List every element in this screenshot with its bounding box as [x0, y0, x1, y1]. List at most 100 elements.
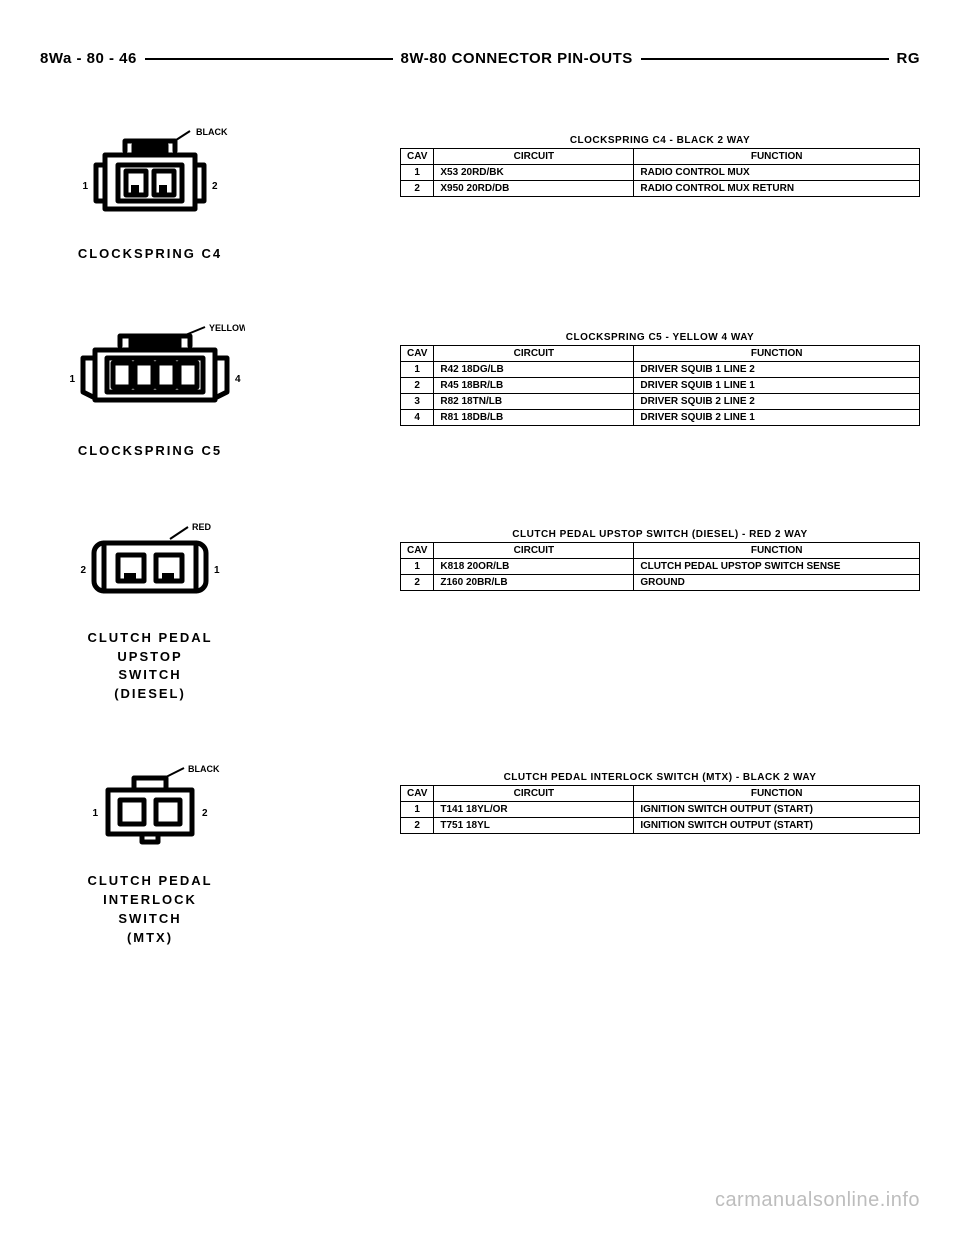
color-label: RED	[192, 522, 212, 532]
table-clutch-interlock: CLUTCH PEDAL INTERLOCK SWITCH (MTX) - BL…	[260, 754, 920, 834]
cell-function: DRIVER SQUIB 1 LINE 1	[634, 377, 920, 393]
table-row: 1 R42 18DG/LB DRIVER SQUIB 1 LINE 2	[401, 361, 920, 377]
pinout-table: CAV CIRCUIT FUNCTION 1 X53 20RD/BK RADIO…	[400, 148, 920, 197]
cell-cav: 2	[401, 181, 434, 197]
cell-circuit: X950 20RD/DB	[434, 181, 634, 197]
label-line: INTERLOCK	[103, 892, 197, 907]
color-label: BLACK	[196, 127, 228, 137]
col-function: FUNCTION	[634, 149, 920, 165]
cell-cav: 1	[401, 802, 434, 818]
cell-cav: 2	[401, 377, 434, 393]
connector-interlock-svg: BLACK 1 2	[70, 764, 230, 864]
cell-cav: 4	[401, 409, 434, 425]
cell-circuit: T751 18YL	[434, 818, 634, 834]
label-line: (MTX)	[127, 930, 173, 945]
cell-circuit: R82 18TN/LB	[434, 393, 634, 409]
label-line: SWITCH	[118, 911, 181, 926]
table-title: CLOCKSPRING C4 - BLACK 2 WAY	[400, 135, 920, 146]
section-clutch-upstop: RED 2 1 CLUTCH PEDAL UPSTOP SWITCH (DIES…	[40, 511, 920, 704]
label-line: (DIESEL)	[114, 686, 186, 701]
label-line: SWITCH	[118, 667, 181, 682]
col-cav: CAV	[401, 542, 434, 558]
pin-right: 4	[235, 374, 241, 385]
header-line-right	[641, 58, 889, 60]
color-label: BLACK	[188, 764, 220, 774]
label-line: CLUTCH PEDAL	[87, 630, 212, 645]
pin-left: 1	[82, 181, 88, 192]
pinout-table: CAV CIRCUIT FUNCTION 1 R42 18DG/LB DRIVE…	[400, 345, 920, 426]
connector-label: CLOCKSPRING C4	[40, 245, 260, 264]
pin-left: 1	[92, 808, 98, 819]
connector-label: CLUTCH PEDAL UPSTOP SWITCH (DIESEL)	[40, 629, 260, 704]
cell-cav: 1	[401, 165, 434, 181]
page-header: 8Wa - 80 - 46 8W-80 CONNECTOR PIN-OUTS R…	[40, 50, 920, 67]
cell-circuit: R42 18DG/LB	[434, 361, 634, 377]
header-center: 8W-80 CONNECTOR PIN-OUTS	[401, 50, 633, 67]
table-title: CLOCKSPRING C5 - YELLOW 4 WAY	[400, 332, 920, 343]
section-clutch-interlock: BLACK 1 2 CLUTCH PEDAL INTERLOCK SWITCH …	[40, 754, 920, 947]
col-circuit: CIRCUIT	[434, 345, 634, 361]
cell-circuit: K818 20OR/LB	[434, 558, 634, 574]
pin-left: 2	[80, 565, 86, 576]
header-line-left	[145, 58, 393, 60]
label-line: UPSTOP	[117, 649, 182, 664]
connector-label: CLOCKSPRING C5	[40, 442, 260, 461]
diagram-clutch-interlock: BLACK 1 2 CLUTCH PEDAL INTERLOCK SWITCH …	[40, 754, 260, 947]
cell-circuit: X53 20RD/BK	[434, 165, 634, 181]
cell-function: DRIVER SQUIB 2 LINE 1	[634, 409, 920, 425]
table-header-row: CAV CIRCUIT FUNCTION	[401, 149, 920, 165]
col-function: FUNCTION	[634, 542, 920, 558]
col-function: FUNCTION	[634, 345, 920, 361]
header-left: 8Wa - 80 - 46	[40, 50, 137, 67]
table-clutch-upstop: CLUTCH PEDAL UPSTOP SWITCH (DIESEL) - RE…	[260, 511, 920, 591]
cell-circuit: R45 18BR/LB	[434, 377, 634, 393]
pinout-table: CAV CIRCUIT FUNCTION 1 K818 20OR/LB CLUT…	[400, 542, 920, 591]
col-cav: CAV	[401, 345, 434, 361]
cell-function: DRIVER SQUIB 2 LINE 2	[634, 393, 920, 409]
section-clockspring-c4: BLACK 1 2 CLOCKSPRING C4 CLOCKSPRING C4 …	[40, 117, 920, 264]
diagram-clockspring-c4: BLACK 1 2 CLOCKSPRING C4	[40, 117, 260, 264]
col-cav: CAV	[401, 149, 434, 165]
table-row: 2 R45 18BR/LB DRIVER SQUIB 1 LINE 1	[401, 377, 920, 393]
connector-c5-svg: YELLOW 1 4	[55, 324, 245, 434]
cell-cav: 2	[401, 818, 434, 834]
table-header-row: CAV CIRCUIT FUNCTION	[401, 542, 920, 558]
table-header-row: CAV CIRCUIT FUNCTION	[401, 345, 920, 361]
cell-function: DRIVER SQUIB 1 LINE 2	[634, 361, 920, 377]
watermark: carmanualsonline.info	[715, 1189, 920, 1212]
table-clockspring-c4: CLOCKSPRING C4 - BLACK 2 WAY CAV CIRCUIT…	[260, 117, 920, 197]
diagram-clutch-upstop: RED 2 1 CLUTCH PEDAL UPSTOP SWITCH (DIES…	[40, 511, 260, 704]
col-circuit: CIRCUIT	[434, 542, 634, 558]
cell-function: GROUND	[634, 574, 920, 590]
table-row: 2 T751 18YL IGNITION SWITCH OUTPUT (STAR…	[401, 818, 920, 834]
cell-circuit: R81 18DB/LB	[434, 409, 634, 425]
cell-function: RADIO CONTROL MUX RETURN	[634, 181, 920, 197]
table-row: 1 T141 18YL/OR IGNITION SWITCH OUTPUT (S…	[401, 802, 920, 818]
pin-left: 1	[69, 374, 75, 385]
pin-right: 2	[212, 181, 218, 192]
diagram-clockspring-c5: YELLOW 1 4 CLOCKSPRING C5	[40, 314, 260, 461]
table-row: 3 R82 18TN/LB DRIVER SQUIB 2 LINE 2	[401, 393, 920, 409]
col-circuit: CIRCUIT	[434, 149, 634, 165]
table-header-row: CAV CIRCUIT FUNCTION	[401, 786, 920, 802]
connector-upstop-svg: RED 2 1	[70, 521, 230, 621]
cell-cav: 1	[401, 558, 434, 574]
table-row: 1 K818 20OR/LB CLUTCH PEDAL UPSTOP SWITC…	[401, 558, 920, 574]
cell-circuit: T141 18YL/OR	[434, 802, 634, 818]
label-line: CLUTCH PEDAL	[87, 873, 212, 888]
section-clockspring-c5: YELLOW 1 4 CLOCKSPRING C5 CLOCKSPRING C5…	[40, 314, 920, 461]
cell-cav: 3	[401, 393, 434, 409]
pin-right: 2	[202, 808, 208, 819]
color-label: YELLOW	[209, 324, 245, 333]
cell-cav: 2	[401, 574, 434, 590]
col-function: FUNCTION	[634, 786, 920, 802]
connector-c4-svg: BLACK 1 2	[70, 127, 230, 237]
cell-circuit: Z160 20BR/LB	[434, 574, 634, 590]
pinout-table: CAV CIRCUIT FUNCTION 1 T141 18YL/OR IGNI…	[400, 785, 920, 834]
table-title: CLUTCH PEDAL UPSTOP SWITCH (DIESEL) - RE…	[400, 529, 920, 540]
col-cav: CAV	[401, 786, 434, 802]
cell-function: RADIO CONTROL MUX	[634, 165, 920, 181]
cell-function: IGNITION SWITCH OUTPUT (START)	[634, 802, 920, 818]
table-row: 4 R81 18DB/LB DRIVER SQUIB 2 LINE 1	[401, 409, 920, 425]
table-title: CLUTCH PEDAL INTERLOCK SWITCH (MTX) - BL…	[400, 772, 920, 783]
